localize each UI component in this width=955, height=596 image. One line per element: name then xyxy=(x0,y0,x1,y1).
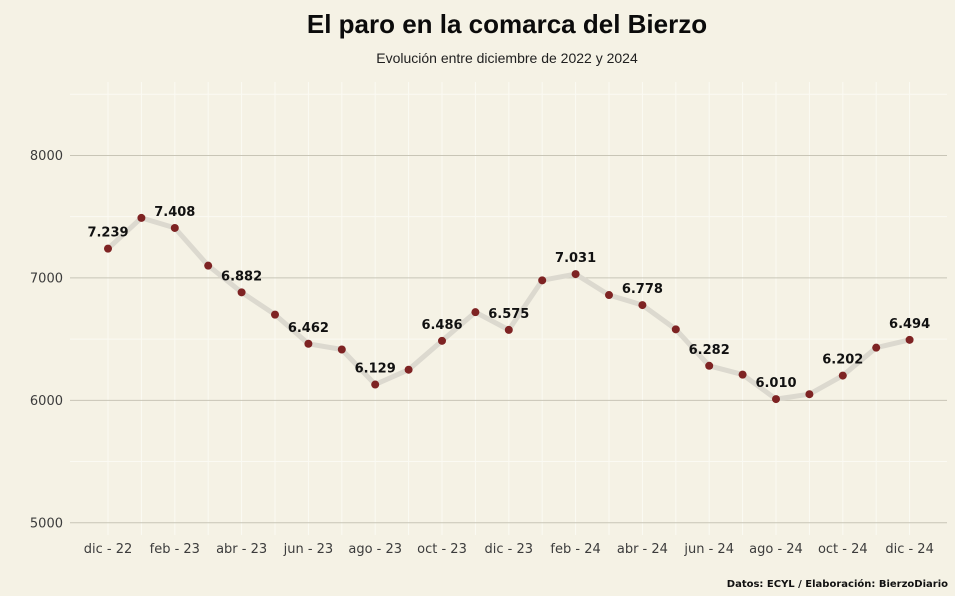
x-tick-label: dic - 24 xyxy=(885,542,934,557)
data-point xyxy=(204,261,213,270)
y-tick-label: 8000 xyxy=(30,149,63,164)
y-tick-label: 7000 xyxy=(30,271,63,286)
data-point xyxy=(104,244,112,253)
x-tick-label: jun - 24 xyxy=(683,542,734,557)
data-label: 6.486 xyxy=(421,318,462,333)
data-point xyxy=(471,308,480,317)
data-point xyxy=(838,371,847,380)
data-labels: 7.239 7.408 6.882 6.462 6.129 6.486 6.575 7.031… xyxy=(87,205,930,391)
source-note: Datos: ECYL / Elaboración: BierzoDiario xyxy=(727,578,948,590)
x-tick-label: oct - 23 xyxy=(417,542,467,557)
data-point xyxy=(772,395,780,404)
data-label: 6.575 xyxy=(488,307,529,322)
data-point xyxy=(170,223,179,232)
data-label: 6.494 xyxy=(889,317,930,332)
data-point xyxy=(705,361,714,370)
data-label: 7.239 xyxy=(87,226,128,241)
data-point xyxy=(438,336,446,345)
data-point xyxy=(805,390,814,399)
x-tick-label: ago - 24 xyxy=(749,542,803,557)
data-label: 6.129 xyxy=(355,362,396,377)
data-point xyxy=(137,213,146,222)
x-tick-label: dic - 23 xyxy=(485,542,534,557)
data-label: 6.462 xyxy=(288,321,329,336)
data-label: 6.778 xyxy=(622,282,663,297)
data-label: 7.031 xyxy=(555,251,596,266)
x-tick-label: jun - 23 xyxy=(283,542,334,557)
data-point xyxy=(638,301,647,310)
y-tick-label: 6000 xyxy=(30,394,63,409)
data-point xyxy=(504,325,513,334)
data-point xyxy=(271,310,279,319)
data-point xyxy=(571,270,580,279)
data-point xyxy=(671,325,680,334)
data-label: 6.010 xyxy=(755,376,796,391)
data-point xyxy=(304,339,313,348)
data-label: 6.202 xyxy=(822,353,863,368)
data-point xyxy=(605,291,613,300)
chart-subtitle: Evolución entre diciembre de 2022 y 2024 xyxy=(376,50,638,66)
data-point xyxy=(538,276,547,285)
grid xyxy=(70,82,947,535)
x-tick-label: ago - 23 xyxy=(348,542,402,557)
data-point xyxy=(404,365,413,374)
data-point xyxy=(337,345,346,354)
data-point xyxy=(738,370,747,379)
x-tick-label: abr - 24 xyxy=(617,542,668,557)
x-tick-label: dic - 22 xyxy=(84,542,133,557)
x-tick-label: abr - 23 xyxy=(216,542,267,557)
markers xyxy=(104,213,914,404)
y-tick-label: 5000 xyxy=(30,516,63,531)
x-tick-label: feb - 24 xyxy=(550,542,600,557)
data-label: 6.882 xyxy=(221,269,262,284)
data-point xyxy=(371,380,380,389)
axes: 5000 6000 7000 8000 dic - 22 feb - 23 abr - 23… xyxy=(30,149,934,557)
x-tick-label: oct - 24 xyxy=(818,542,868,557)
data-label: 7.408 xyxy=(154,205,195,220)
data-point xyxy=(872,343,881,352)
data-point xyxy=(905,335,914,344)
data-point xyxy=(237,288,246,297)
x-tick-label: feb - 23 xyxy=(150,542,200,557)
chart-title: El paro en la comarca del Bierzo xyxy=(307,9,707,39)
data-label: 6.282 xyxy=(689,343,730,358)
